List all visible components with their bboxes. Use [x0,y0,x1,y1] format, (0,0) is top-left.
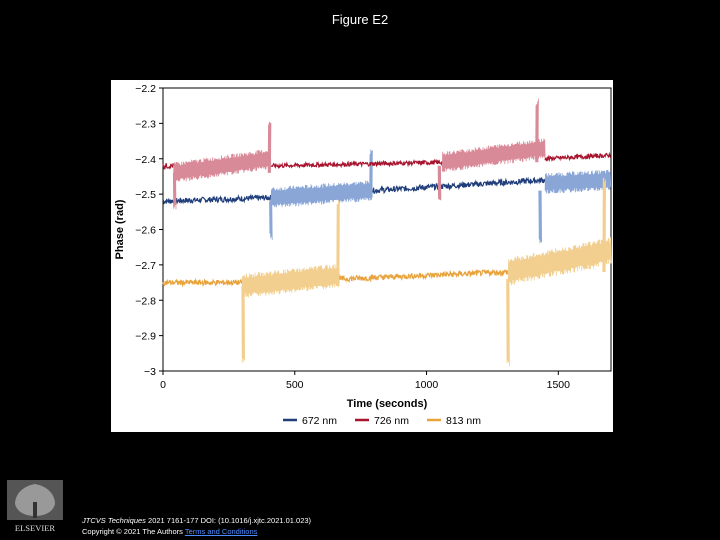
series-segment [162,193,272,205]
y-axis-label: Phase (rad) [114,199,126,259]
series-segment [162,163,175,171]
y-tick-label: −2.7 [135,260,156,272]
y-tick-label: −2.3 [135,118,156,130]
series-spike [602,177,606,273]
y-tick-label: −2.2 [135,83,156,95]
series-segment [270,180,373,208]
legend-entry: 672 nm [302,415,337,427]
journal-name: JTCVS Techniques [82,516,146,525]
chart: −2.2 −2.3 −2.4 −2.5 −2.6 −2.7 −2.8 −2.9 −3 0 500 10… [114,83,612,427]
series-segment [173,149,272,183]
series-segment [507,237,612,286]
series-spike [267,121,272,173]
series-spike [336,199,340,287]
series-segment [544,169,612,194]
series-segment [339,268,509,283]
legend-entry: 726 nm [374,415,409,427]
x-tick-label: 0 [160,379,166,391]
slide-title: Figure E2 [331,12,389,27]
series-spike [437,165,442,201]
chart-axes [159,87,612,375]
y-tick-label: −3 [144,366,156,378]
series-spike [241,286,245,364]
series-segment [270,158,443,170]
logo-text: ELSEVIER [15,523,55,533]
series-segment [441,138,546,173]
y-tick-label: −2.9 [135,331,156,343]
terms-link[interactable]: Terms and Conditions [184,527,258,536]
series-spike [172,172,177,210]
x-tick-label: 1500 [547,379,571,391]
series-segment [241,264,340,298]
series-spike [538,190,542,244]
citation: JTCVS Techniques 2021 7161-177 DOI: (10.… [82,515,311,537]
series-segment [372,176,546,195]
figure-panel: −2.2 −2.3 −2.4 −2.5 −2.6 −2.7 −2.8 −2.9 −3 0 500 10… [111,80,613,432]
series-726-nm [162,98,612,210]
citation-details: 2021 7161-177 DOI: (10.1016/j.xjtc.2021.… [145,516,312,525]
series-672-nm [162,149,612,244]
x-tick-label: 500 [286,379,304,391]
series-spike [506,278,510,367]
series-segment [544,151,612,163]
elsevier-logo: ELSEVIER [7,480,63,533]
y-tick-label: −2.4 [135,154,156,166]
chart-labels: −2.2 −2.3 −2.4 −2.5 −2.6 −2.7 −2.8 −2.9 −3 0 500 10… [114,83,570,427]
x-tick-label: 1000 [415,379,439,391]
citation-line: JTCVS Techniques 2021 7161-177 DOI: (10.… [82,515,311,526]
series-segment [162,277,243,288]
y-tick-label: −2.5 [135,189,156,201]
series-spike [535,98,539,163]
copyright-text: Copyright © 2021 The Authors [82,527,183,536]
legend-entry: 813 nm [446,415,481,427]
x-axis-label: Time (seconds) [347,398,428,410]
series-spike [369,149,373,198]
y-tick-label: −2.8 [135,295,156,307]
plot-area [162,87,612,372]
series-spike [269,201,273,241]
series-813-nm [162,177,612,367]
copyright-line: Copyright © 2021 The Authors Terms and C… [82,526,311,537]
chart-series [162,98,612,367]
y-tick-label: −2.6 [135,225,156,237]
